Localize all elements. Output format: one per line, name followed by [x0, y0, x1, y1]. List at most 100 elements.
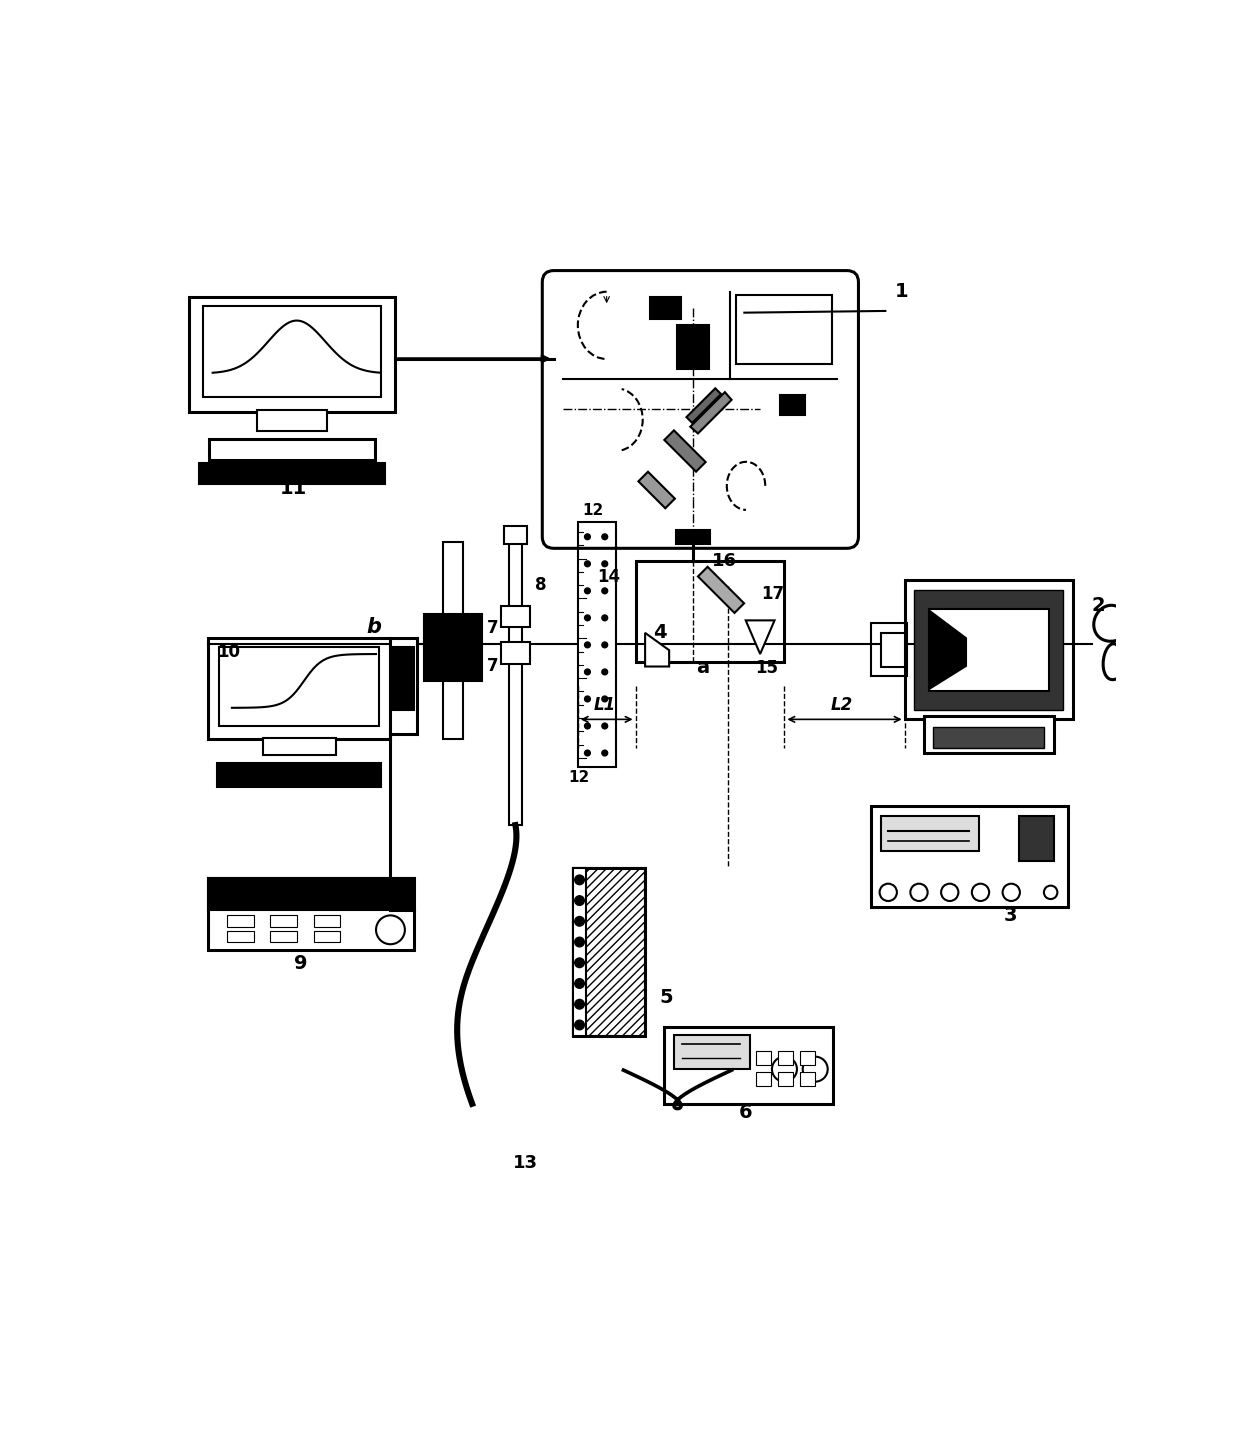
Bar: [508, 532, 522, 825]
Circle shape: [601, 670, 608, 675]
Bar: [777, 1073, 794, 1087]
Bar: [914, 589, 1063, 710]
Bar: [188, 297, 396, 412]
Bar: [208, 638, 391, 739]
Bar: [198, 463, 384, 483]
Circle shape: [574, 958, 584, 968]
Bar: [217, 763, 382, 787]
Bar: [635, 561, 785, 661]
Text: 6: 6: [739, 1103, 753, 1123]
Bar: [924, 717, 1054, 753]
Bar: [270, 915, 298, 926]
Circle shape: [601, 723, 608, 728]
Circle shape: [574, 978, 584, 988]
Polygon shape: [929, 609, 967, 691]
Circle shape: [584, 670, 590, 675]
Text: 3: 3: [1003, 906, 1017, 925]
Polygon shape: [645, 632, 670, 667]
Text: 12: 12: [568, 770, 589, 784]
Text: L2: L2: [831, 695, 853, 714]
Bar: [424, 614, 481, 647]
Bar: [424, 647, 481, 681]
Text: 2: 2: [1092, 595, 1106, 615]
Circle shape: [601, 561, 608, 566]
Bar: [800, 1073, 815, 1087]
Bar: [573, 869, 645, 1037]
Circle shape: [584, 561, 590, 566]
Text: 13: 13: [512, 1154, 537, 1172]
Bar: [444, 542, 463, 614]
Circle shape: [574, 938, 584, 946]
Circle shape: [574, 1020, 584, 1030]
Bar: [755, 1073, 771, 1087]
Circle shape: [574, 896, 584, 905]
Bar: [208, 878, 414, 949]
Circle shape: [574, 916, 584, 926]
Bar: [650, 297, 681, 318]
Bar: [870, 624, 908, 675]
Bar: [676, 531, 711, 545]
Bar: [677, 347, 709, 369]
Text: 1: 1: [895, 281, 909, 301]
Bar: [905, 579, 1073, 720]
Bar: [573, 869, 587, 1037]
Circle shape: [584, 642, 590, 648]
Circle shape: [601, 615, 608, 621]
Text: a: a: [696, 658, 709, 677]
Text: 10: 10: [217, 642, 241, 661]
Bar: [880, 816, 980, 852]
Bar: [257, 410, 327, 432]
Polygon shape: [639, 472, 675, 508]
Text: 17: 17: [761, 585, 785, 604]
Circle shape: [574, 875, 584, 885]
Polygon shape: [665, 430, 706, 472]
Bar: [444, 681, 463, 739]
Bar: [393, 647, 414, 710]
Circle shape: [601, 695, 608, 701]
Circle shape: [601, 533, 608, 539]
Circle shape: [601, 642, 608, 648]
Circle shape: [574, 999, 584, 1010]
Bar: [780, 396, 805, 414]
Circle shape: [584, 723, 590, 728]
Circle shape: [601, 588, 608, 594]
Circle shape: [601, 750, 608, 756]
Bar: [929, 609, 1049, 691]
Bar: [270, 931, 298, 942]
Bar: [314, 915, 341, 926]
Bar: [578, 522, 616, 767]
Bar: [503, 526, 527, 543]
Text: L1: L1: [594, 695, 616, 714]
Bar: [870, 806, 1068, 906]
Text: 11: 11: [280, 479, 308, 498]
Text: 5: 5: [660, 988, 673, 1007]
Bar: [755, 1051, 771, 1065]
Polygon shape: [745, 621, 775, 654]
Bar: [677, 324, 709, 346]
Text: 7: 7: [486, 657, 498, 675]
Bar: [227, 915, 254, 926]
Bar: [800, 1051, 815, 1065]
Bar: [880, 632, 904, 667]
Bar: [573, 869, 645, 1037]
Bar: [934, 727, 1044, 749]
Text: b: b: [367, 617, 382, 637]
Bar: [219, 647, 379, 726]
Circle shape: [584, 588, 590, 594]
Bar: [210, 439, 374, 460]
Bar: [501, 642, 529, 664]
Text: 8: 8: [534, 575, 546, 594]
Polygon shape: [687, 389, 720, 423]
Bar: [203, 305, 381, 397]
Circle shape: [584, 695, 590, 701]
Text: 15: 15: [755, 660, 779, 677]
Circle shape: [584, 750, 590, 756]
Bar: [675, 1034, 750, 1070]
Circle shape: [584, 533, 590, 539]
Text: 9: 9: [294, 954, 308, 974]
Text: 12: 12: [583, 503, 604, 518]
Bar: [263, 737, 336, 754]
Text: 4: 4: [652, 622, 666, 641]
Bar: [665, 1027, 832, 1104]
Bar: [208, 878, 414, 911]
